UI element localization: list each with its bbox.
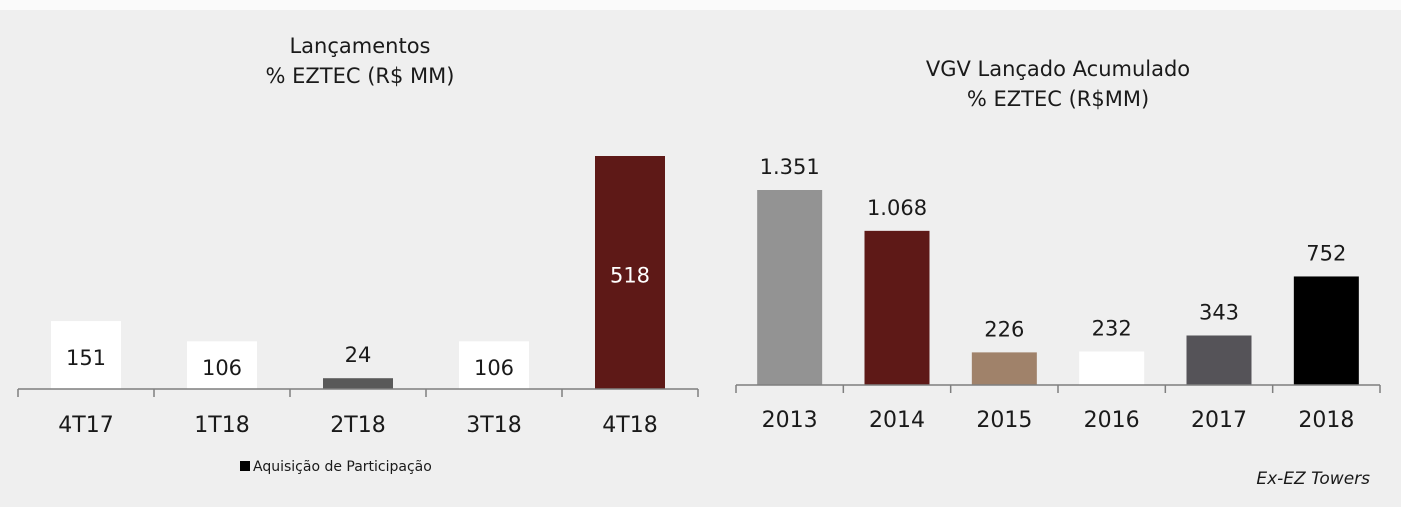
value-label: 518: [610, 264, 650, 288]
bar: [1079, 351, 1145, 385]
legend-swatch: [240, 461, 250, 471]
value-label: 232: [1092, 317, 1132, 341]
value-label: 151: [66, 346, 106, 370]
x-tick-label: 2T18: [330, 413, 385, 438]
value-label: 24: [345, 343, 372, 367]
value-label: 106: [202, 356, 242, 380]
x-tick-label: 2018: [1298, 408, 1354, 433]
value-label: 343: [1199, 300, 1239, 324]
bar: [51, 321, 121, 389]
value-label: 226: [984, 317, 1024, 341]
value-label: 752: [1306, 241, 1346, 265]
bar: [757, 190, 823, 385]
x-tick-label: 2015: [976, 408, 1032, 433]
chart-subtitle: % EZTEC (R$ MM): [266, 64, 455, 88]
annotation: Ex-EZ Towers: [1256, 469, 1370, 489]
x-tick-label: 2013: [762, 408, 818, 433]
legend-label: Aquisição de Participação: [253, 459, 432, 475]
x-tick-label: 1T18: [194, 413, 249, 438]
value-label: 106: [474, 356, 514, 380]
x-tick-label: 2017: [1191, 408, 1247, 433]
value-label: 1.351: [760, 155, 820, 179]
bar: [323, 378, 393, 389]
bar: [1293, 276, 1359, 385]
bar: [459, 341, 529, 389]
x-tick-label: 2016: [1084, 408, 1140, 433]
bar: [864, 230, 930, 385]
x-tick-label: 4T18: [602, 413, 657, 438]
bar: [595, 156, 665, 389]
chart-subtitle: % EZTEC (R$MM): [967, 87, 1149, 111]
bar: [187, 341, 257, 389]
chart-title: Lançamentos: [289, 34, 430, 58]
top-strip: [0, 0, 1401, 10]
bar: [971, 352, 1037, 385]
x-tick-label: 4T17: [58, 413, 113, 438]
x-tick-label: 2014: [869, 408, 925, 433]
bar: [1186, 335, 1252, 385]
chart-title: VGV Lançado Acumulado: [926, 57, 1190, 81]
background: [0, 10, 1401, 507]
x-tick-label: 3T18: [466, 413, 521, 438]
value-label: 1.068: [867, 196, 927, 220]
